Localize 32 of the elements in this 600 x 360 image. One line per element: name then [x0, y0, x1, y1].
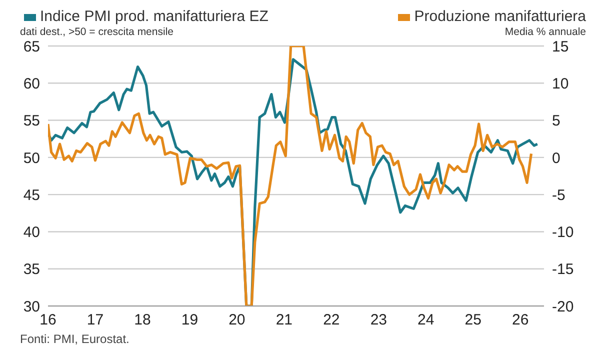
x-tick-label: 22: [323, 312, 340, 329]
y2-tick-label: -5: [552, 186, 566, 204]
legend-label: Produzione manifatturiera: [414, 8, 586, 25]
y-tick-label: 45: [23, 186, 40, 204]
y2-tick-label: 10: [552, 75, 569, 92]
y2-tick-label: -10: [552, 224, 574, 242]
x-tick-label: 21: [276, 312, 293, 329]
y-tick-label: 65: [23, 38, 40, 56]
y-tick-label: 35: [23, 261, 40, 278]
x-tick-label: 25: [464, 312, 482, 329]
x-tick-label: 19: [181, 312, 198, 329]
y2-tick-label: 0: [552, 150, 560, 167]
y-tick-label: 40: [23, 224, 40, 242]
y-tick-label: 55: [23, 112, 40, 130]
y2-tick-label: -20: [552, 298, 574, 316]
x-tick-label: 17: [86, 312, 104, 329]
y2-tick-label: 5: [552, 112, 560, 130]
x-tick-label: 20: [228, 312, 246, 329]
y-tick-label: 30: [23, 298, 40, 316]
text: Fonti: PMI, Eurostat.: [20, 332, 130, 346]
x-tick-label: 23: [370, 312, 388, 329]
x-tick-label: 26: [512, 312, 529, 329]
y2-axis-title: Media % annuale: [504, 26, 586, 40]
y-tick-label: 60: [23, 75, 40, 92]
y-axis-title: dati dest., >50 = crescita mensile: [20, 26, 174, 40]
x-tick-label: 16: [40, 312, 56, 329]
y2-tick-label: -15: [552, 261, 574, 278]
legend-label: Indice PMI prod. manifatturiera EZ: [40, 8, 268, 25]
y-tick-label: 50: [23, 150, 40, 167]
x-tick-label: 24: [418, 312, 434, 329]
x-tick-label: 18: [134, 312, 151, 329]
y2-tick-label: 15: [552, 38, 569, 56]
